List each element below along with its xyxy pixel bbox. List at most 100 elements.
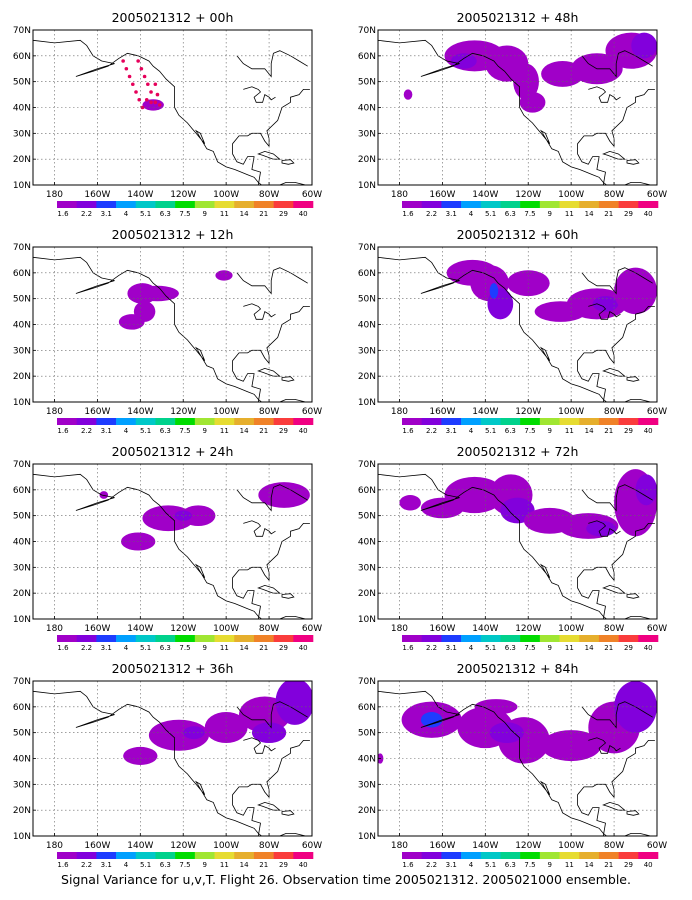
colorbar-swatch [579, 418, 600, 425]
figure-caption: Signal Variance for u,v,T. Flight 26. Ob… [61, 872, 631, 887]
colorbar-label: 2.2 [81, 644, 92, 652]
colorbar-swatch [579, 635, 600, 642]
lon-tick-label: 180 [46, 841, 63, 851]
lat-tick-label: 60N [358, 703, 376, 713]
variance-shading [403, 89, 413, 100]
lon-tick-label: 140W [472, 624, 498, 634]
variance-shading [204, 712, 248, 743]
colorbar: 1.6 2.2 3.1 4 5.1 6.3 7.5 9 11 14 21 29 40 [402, 635, 659, 652]
island-outline [281, 810, 295, 816]
island-outline [257, 367, 281, 377]
colorbar-swatch [234, 852, 255, 859]
lat-tick-label: 20N [358, 155, 376, 165]
lon-tick-label: 180 [46, 190, 63, 200]
colorbar-swatch [520, 635, 541, 642]
colorbar-swatch [273, 418, 294, 425]
colorbar-label: 1.6 [402, 861, 414, 869]
lon-tick-label: 160W [84, 841, 110, 851]
variance-shading [444, 476, 505, 514]
variance-shading [450, 53, 477, 69]
coastline [232, 523, 310, 619]
colorbar-swatch [480, 201, 501, 208]
colorbar-label: 11 [565, 644, 574, 652]
colorbar-label: 14 [585, 210, 594, 218]
colorbar-swatch [539, 852, 560, 859]
variance-shading [142, 99, 164, 111]
colorbar-swatch [441, 635, 462, 642]
colorbar-swatch [598, 852, 619, 859]
colorbar-label: 1.6 [402, 210, 414, 218]
colorbar-swatch [135, 852, 156, 859]
colorbar-swatch [155, 201, 176, 208]
island-outline [281, 593, 295, 599]
colorbar-swatch [598, 635, 619, 642]
lat-tick-label: 30N [358, 346, 376, 356]
map-panel-48h: 2005021312 + 48h 10N 20N 30N 40N 50N 60N 70N 180… [358, 10, 667, 218]
colorbar-swatch [559, 418, 580, 425]
colorbar-label: 9 [547, 861, 551, 869]
panel-plot-area [378, 681, 657, 836]
colorbar-swatch [214, 418, 235, 425]
lon-tick-label: 160W [84, 624, 110, 634]
variance-shading [519, 92, 546, 113]
lon-tick-label: 160W [429, 624, 455, 634]
lon-tick-label: 60W [302, 841, 322, 851]
map-panel-12h: 2005021312 + 12h 10N 20N 30N 40N 50N 60N 70N 180… [13, 227, 322, 435]
colorbar-label: 4 [124, 427, 129, 435]
colorbar-swatch [421, 635, 442, 642]
colorbar-swatch [214, 201, 235, 208]
colorbar-swatch [559, 201, 580, 208]
colorbar: 1.6 2.2 3.1 4 5.1 6.3 7.5 9 11 14 21 29 40 [402, 201, 659, 218]
lat-tick-label: 60N [13, 269, 31, 279]
colorbar-label: 21 [604, 427, 613, 435]
map-panel-60h: 2005021312 + 60h 10N 20N 30N 40N 50N 60N 70N 180… [358, 227, 667, 435]
colorbar-swatch [155, 852, 176, 859]
colorbar-label: 14 [585, 644, 594, 652]
colorbar: 1.6 2.2 3.1 4 5.1 6.3 7.5 9 11 14 21 29 40 [57, 418, 314, 435]
colorbar-label: 11 [220, 861, 229, 869]
colorbar-swatch [175, 635, 196, 642]
colorbar-swatch [135, 635, 156, 642]
colorbar-label: 2.2 [426, 861, 437, 869]
panel-title: 2005021312 + 00h [112, 10, 234, 25]
colorbar-label: 21 [259, 427, 268, 435]
observation-dot [142, 74, 147, 79]
variance-shading [123, 746, 158, 765]
colorbar-swatch [135, 418, 156, 425]
colorbar: 1.6 2.2 3.1 4 5.1 6.3 7.5 9 11 14 21 29 40 [402, 852, 659, 869]
colorbar-label: 5.1 [140, 427, 151, 435]
lon-tick-label: 80W [259, 624, 279, 634]
variance-shading [474, 699, 518, 715]
coastline [243, 737, 276, 754]
colorbar: 1.6 2.2 3.1 4 5.1 6.3 7.5 9 11 14 21 29 40 [57, 852, 314, 869]
colorbar-label: 6.3 [160, 210, 171, 218]
colorbar-swatch [253, 201, 274, 208]
lat-tick-label: 30N [358, 129, 376, 139]
colorbar-swatch [559, 852, 580, 859]
colorbar-swatch [461, 418, 482, 425]
colorbar-swatch [57, 418, 77, 425]
colorbar-swatch [253, 852, 274, 859]
colorbar-label: 11 [220, 644, 229, 652]
colorbar: 1.6 2.2 3.1 4 5.1 6.3 7.5 9 11 14 21 29 40 [57, 201, 314, 218]
colorbar-label: 29 [279, 861, 288, 869]
observation-dot [155, 92, 160, 97]
colorbar-label: 1.6 [402, 427, 414, 435]
map-panel-00h: 2005021312 + 00h 10N 20N 30N 40N 50N 60N 70N 180… [13, 10, 322, 218]
colorbar-swatch [76, 635, 97, 642]
lat-tick-label: 40N [358, 755, 376, 765]
colorbar-label: 21 [604, 644, 613, 652]
lat-tick-label: 70N [13, 460, 31, 470]
colorbar-label: 5.1 [485, 644, 496, 652]
colorbar-swatch [520, 418, 541, 425]
observation-dot [127, 74, 132, 79]
colorbar-label: 5.1 [140, 861, 151, 869]
lon-tick-label: 80W [604, 407, 624, 417]
colorbar-label: 4 [469, 210, 474, 218]
colorbar-swatch [441, 852, 462, 859]
lat-tick-label: 40N [13, 755, 31, 765]
lon-tick-label: 80W [259, 190, 279, 200]
colorbar-label: 7.5 [524, 210, 535, 218]
colorbar-label: 7.5 [524, 427, 535, 435]
colorbar-label: 6.3 [505, 644, 516, 652]
